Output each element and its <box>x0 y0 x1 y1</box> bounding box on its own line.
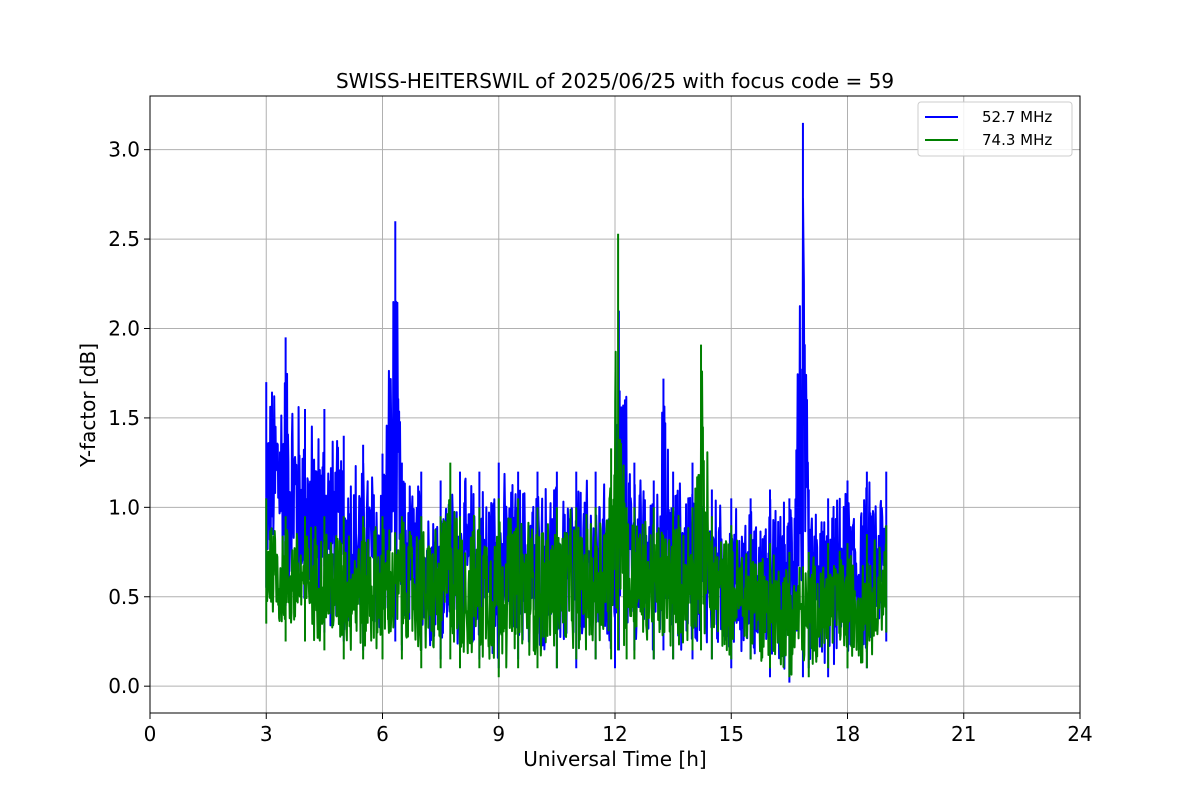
x-axis: 0 3 6 9 12 15 18 21 24 <box>144 713 1093 746</box>
x-tick-label: 21 <box>951 722 976 746</box>
x-tick-label: 24 <box>1067 722 1092 746</box>
y-axis-label: Y-factor [dB] <box>76 343 100 468</box>
y-tick-label: 2.5 <box>108 227 140 251</box>
series-line-1 <box>265 233 888 678</box>
x-tick-label: 15 <box>719 722 744 746</box>
plot-area <box>265 122 888 683</box>
x-axis-label: Universal Time [h] <box>523 747 706 771</box>
y-tick-label: 0.5 <box>108 585 140 609</box>
x-tick-label: 18 <box>835 722 860 746</box>
y-tick-label: 1.5 <box>108 406 140 430</box>
chart-title: SWISS-HEITERSWIL of 2025/06/25 with focu… <box>336 69 894 93</box>
x-tick-label: 6 <box>376 722 389 746</box>
y-tick-label: 1.0 <box>108 495 140 519</box>
x-tick-label: 12 <box>602 722 627 746</box>
legend-box <box>917 101 1073 157</box>
x-tick-label: 9 <box>492 722 505 746</box>
x-tick-label: 3 <box>260 722 273 746</box>
legend-label-series-1: 74.3 MHz <box>982 131 1052 149</box>
legend-label-series-0: 52.7 MHz <box>982 108 1052 126</box>
y-axis: 0.0 0.5 1.0 1.5 2.0 2.5 3.0 <box>108 138 150 698</box>
y-tick-label: 2.0 <box>108 316 140 340</box>
y-tick-label: 0.0 <box>108 674 140 698</box>
legend: 52.7 MHz 74.3 MHz <box>917 101 1073 157</box>
x-tick-label: 0 <box>144 722 157 746</box>
y-tick-label: 3.0 <box>108 138 140 162</box>
